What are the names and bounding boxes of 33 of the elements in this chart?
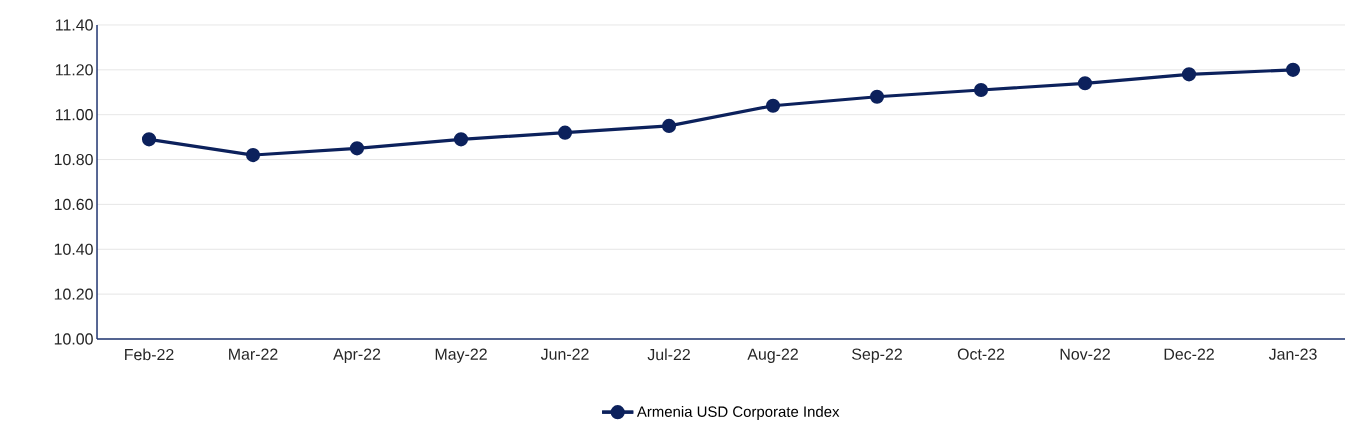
point [1285, 62, 1301, 77]
y-tick-label: 11.20 [56, 64, 93, 76]
y-tick-label: 10.40 [54, 243, 93, 255]
point [141, 132, 157, 147]
point [869, 89, 885, 104]
x-tick-label: Jan-23 [1268, 348, 1317, 360]
x-tick-label: Feb-22 [125, 348, 174, 361]
point [245, 147, 261, 163]
x-tick-label: Nov-22 [1060, 348, 1110, 360]
x-tick-label: Jul-22 [647, 348, 690, 361]
x-tick-label: Oct-22 [957, 348, 1005, 360]
point [349, 141, 365, 156]
y-tick-label: 10.20 [54, 288, 93, 300]
point [661, 118, 677, 133]
y-tick-label: 10.60 [54, 198, 93, 211]
x-tick-label: Mar-22 [229, 348, 278, 360]
y-tick-label: 10.00 [54, 333, 93, 345]
y-tick-label: 11.00 [56, 109, 93, 121]
x-tick-label: Apr-22 [333, 348, 381, 363]
x-tick-label: Dec-22 [1164, 348, 1214, 360]
point [1181, 67, 1197, 82]
y-tick-label: 10.80 [54, 153, 93, 166]
point [765, 98, 781, 113]
point [1077, 76, 1093, 91]
legend-label: Armenia USD Corporate Index [636, 405, 840, 420]
x-tick-label: Sep-22 [852, 348, 902, 363]
point [453, 132, 469, 147]
x-tick-label: May-22 [435, 348, 487, 363]
x-tick-label: Jun-22 [540, 348, 589, 360]
y-tick-label: 11.40 [56, 19, 93, 31]
point [973, 82, 989, 98]
x-tick-label: Aug-22 [747, 348, 798, 363]
point [557, 125, 573, 140]
